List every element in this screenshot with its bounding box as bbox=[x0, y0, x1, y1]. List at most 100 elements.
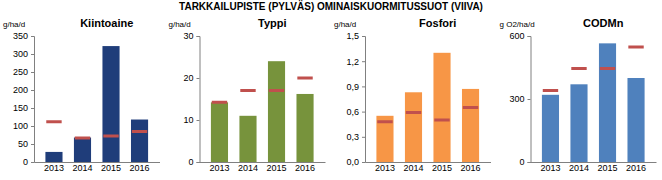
tick-mark bbox=[528, 99, 531, 100]
bar-series bbox=[211, 61, 314, 162]
axis-line bbox=[362, 37, 366, 163]
plot-area bbox=[45, 46, 148, 162]
main-title: TARKKAILUPISTE (PYLVÄS) OMINAISKUORMITUS… bbox=[179, 0, 483, 12]
tick: 0,3 bbox=[346, 132, 365, 142]
dash-marker bbox=[269, 89, 284, 92]
panel-title: Typpi bbox=[258, 17, 287, 29]
tick-label: 2013 bbox=[540, 163, 560, 173]
tick-label: 2015 bbox=[597, 163, 617, 173]
tick: 20 bbox=[183, 73, 199, 83]
y-axis: 0 10 20 30 bbox=[183, 31, 200, 167]
tick: 200 bbox=[13, 85, 34, 95]
tick-mark bbox=[528, 36, 531, 37]
tick-mark bbox=[31, 144, 34, 145]
bar bbox=[268, 61, 285, 162]
tick: 2016 bbox=[295, 162, 315, 173]
tick-label: 2016 bbox=[130, 163, 150, 173]
tick-label: 0,3 bbox=[346, 132, 359, 142]
tick-label: 2016 bbox=[461, 163, 481, 173]
tick-mark bbox=[362, 36, 365, 37]
tick: 2013 bbox=[375, 162, 395, 173]
tick: 0,6 bbox=[346, 107, 365, 117]
plot-area bbox=[542, 43, 645, 162]
tick-label: 0,0 bbox=[346, 157, 359, 167]
tick-mark bbox=[31, 108, 34, 109]
tick-label: 2013 bbox=[375, 163, 395, 173]
tick-mark bbox=[362, 162, 365, 163]
x-axis: 2013 2014 2015 2016 bbox=[35, 162, 161, 173]
tick: 0,0 bbox=[346, 157, 365, 167]
axis-title: g/ha/d bbox=[334, 20, 356, 29]
y-axis: 0300600 bbox=[509, 31, 531, 167]
dash-marker bbox=[406, 111, 421, 114]
line-series bbox=[46, 122, 147, 138]
tick-label: 0,6 bbox=[346, 107, 359, 117]
tick-label: 2016 bbox=[295, 163, 315, 173]
tick: 2013 bbox=[44, 162, 64, 173]
tick-mark bbox=[197, 78, 200, 79]
tick-mark bbox=[31, 72, 34, 73]
dash-marker bbox=[377, 120, 392, 123]
bar bbox=[433, 53, 450, 162]
dash-marker bbox=[240, 89, 255, 92]
tick: 2013 bbox=[209, 162, 229, 173]
tick-label: 2014 bbox=[403, 163, 423, 173]
x-axis: 2013 2014 2015 2016 bbox=[366, 162, 492, 173]
axis-title: g/ha/d bbox=[3, 20, 25, 29]
tick-label: 2014 bbox=[238, 163, 258, 173]
panel-title: Fosfori bbox=[419, 17, 456, 29]
tick-label: 2015 bbox=[101, 163, 121, 173]
dash-marker bbox=[571, 67, 586, 70]
dash-marker bbox=[132, 130, 147, 133]
dash-marker bbox=[463, 106, 478, 109]
tick-label: 50 bbox=[18, 139, 28, 149]
tick-label: 1,5 bbox=[346, 31, 359, 41]
dash-marker bbox=[628, 45, 643, 48]
dash-marker bbox=[434, 119, 449, 122]
tick: 1,2 bbox=[346, 57, 365, 67]
tick-label: 2014 bbox=[569, 163, 589, 173]
tick-mark bbox=[31, 126, 34, 127]
tick-label: 0,9 bbox=[346, 82, 359, 92]
tick-label: 2013 bbox=[44, 163, 64, 173]
dash-marker bbox=[212, 101, 227, 104]
tick-mark bbox=[197, 36, 200, 37]
line-series bbox=[543, 47, 644, 91]
tick-label: 2015 bbox=[266, 163, 286, 173]
tick: 150 bbox=[13, 103, 34, 113]
bar bbox=[570, 84, 587, 162]
panel-title: Kiintoaine bbox=[80, 17, 133, 29]
x-axis: 2013201420152016 bbox=[531, 162, 657, 173]
tick: 30 bbox=[183, 31, 199, 41]
tick: 100 bbox=[13, 121, 34, 131]
tick-label: 0 bbox=[188, 157, 193, 167]
tick: 1,5 bbox=[346, 31, 365, 41]
line-series bbox=[377, 107, 478, 121]
tick-mark bbox=[31, 36, 34, 37]
panel-title: CODMn bbox=[583, 17, 624, 29]
tick: 2014 bbox=[72, 162, 92, 173]
bar bbox=[405, 92, 422, 162]
tick: 250 bbox=[13, 67, 34, 77]
bar bbox=[239, 116, 256, 162]
tick: 300 bbox=[509, 94, 530, 104]
dash-marker bbox=[297, 77, 312, 80]
bar bbox=[627, 78, 644, 162]
tick: 300 bbox=[13, 49, 34, 59]
bar bbox=[296, 94, 313, 162]
tick-mark bbox=[362, 112, 365, 113]
tick: 2015 bbox=[432, 162, 452, 173]
bar bbox=[599, 43, 616, 162]
tick: 2015 bbox=[101, 162, 121, 173]
axis-line bbox=[31, 37, 35, 163]
tick-mark bbox=[362, 61, 365, 62]
axis-line bbox=[528, 37, 532, 163]
tick: 2016 bbox=[130, 162, 150, 173]
tick-mark bbox=[31, 90, 34, 91]
tick-label: 2013 bbox=[209, 163, 229, 173]
bar bbox=[462, 89, 479, 162]
tick-label: 350 bbox=[13, 31, 28, 41]
tick-label: 2015 bbox=[432, 163, 452, 173]
tick: 10 bbox=[183, 115, 199, 125]
bar-series bbox=[45, 46, 148, 162]
